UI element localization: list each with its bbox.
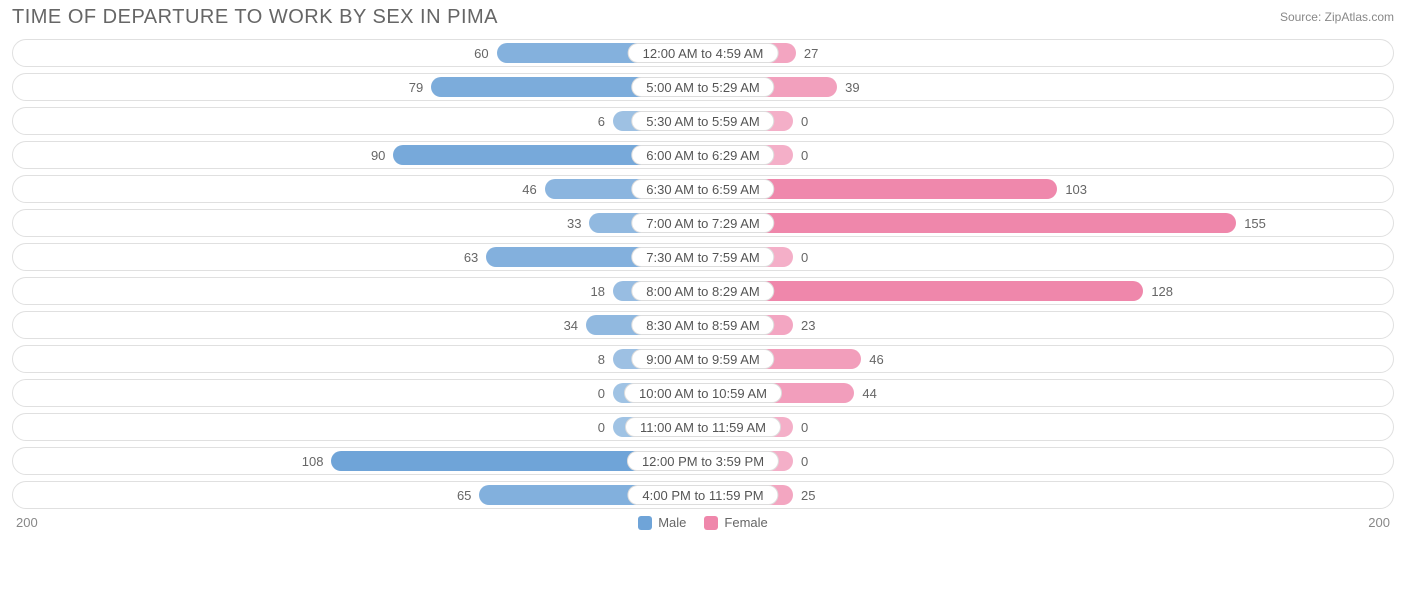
female-value: 44 (854, 380, 876, 406)
male-value: 8 (598, 346, 613, 372)
legend-male: Male (638, 515, 686, 530)
category-label: 7:30 AM to 7:59 AM (631, 247, 774, 267)
chart-row: 18 128 8:00 AM to 8:29 AM (12, 277, 1394, 305)
female-value: 46 (861, 346, 883, 372)
female-value: 39 (837, 74, 859, 100)
axis-right-label: 200 (1368, 515, 1390, 530)
female-bar (703, 213, 1236, 233)
chart-source: Source: ZipAtlas.com (1280, 6, 1394, 24)
male-value: 60 (474, 40, 496, 66)
male-value: 0 (598, 414, 613, 440)
male-value: 108 (302, 448, 332, 474)
category-label: 11:00 AM to 11:59 AM (625, 417, 781, 437)
male-value: 6 (598, 108, 613, 134)
female-value: 0 (793, 448, 808, 474)
category-label: 4:00 PM to 11:59 PM (627, 485, 778, 505)
chart-row: 60 27 12:00 AM to 4:59 AM (12, 39, 1394, 67)
chart-row: 79 39 5:00 AM to 5:29 AM (12, 73, 1394, 101)
category-label: 12:00 AM to 4:59 AM (628, 43, 779, 63)
female-value: 23 (793, 312, 815, 338)
chart-footer: 200 Male Female 200 (12, 515, 1394, 530)
category-label: 5:30 AM to 5:59 AM (631, 111, 774, 131)
chart-row: 8 46 9:00 AM to 9:59 AM (12, 345, 1394, 373)
female-swatch-icon (704, 516, 718, 530)
chart-row: 0 0 11:00 AM to 11:59 AM (12, 413, 1394, 441)
category-label: 7:00 AM to 7:29 AM (631, 213, 774, 233)
legend-female-label: Female (724, 515, 767, 530)
chart-row: 33 155 7:00 AM to 7:29 AM (12, 209, 1394, 237)
category-label: 8:00 AM to 8:29 AM (631, 281, 774, 301)
female-value: 103 (1057, 176, 1087, 202)
male-value: 34 (564, 312, 586, 338)
category-label: 9:00 AM to 9:59 AM (631, 349, 774, 369)
male-value: 90 (371, 142, 393, 168)
chart-row: 46 103 6:30 AM to 6:59 AM (12, 175, 1394, 203)
chart-row: 65 25 4:00 PM to 11:59 PM (12, 481, 1394, 509)
legend-female: Female (704, 515, 767, 530)
female-value: 155 (1236, 210, 1266, 236)
category-label: 5:00 AM to 5:29 AM (631, 77, 774, 97)
chart-row: 108 0 12:00 PM to 3:59 PM (12, 447, 1394, 475)
female-value: 27 (796, 40, 818, 66)
male-value: 79 (409, 74, 431, 100)
chart-row: 0 44 10:00 AM to 10:59 AM (12, 379, 1394, 407)
legend-male-label: Male (658, 515, 686, 530)
male-value: 46 (522, 176, 544, 202)
male-value: 33 (567, 210, 589, 236)
category-label: 10:00 AM to 10:59 AM (624, 383, 782, 403)
chart-title: TIME OF DEPARTURE TO WORK BY SEX IN PIMA (12, 6, 498, 29)
legend: Male Female (638, 515, 768, 530)
chart-row: 90 0 6:00 AM to 6:29 AM (12, 141, 1394, 169)
female-value: 0 (793, 142, 808, 168)
chart-row: 6 0 5:30 AM to 5:59 AM (12, 107, 1394, 135)
category-label: 6:30 AM to 6:59 AM (631, 179, 774, 199)
axis-left-label: 200 (16, 515, 38, 530)
male-value: 65 (457, 482, 479, 508)
male-value: 0 (598, 380, 613, 406)
category-label: 8:30 AM to 8:59 AM (631, 315, 774, 335)
female-value: 25 (793, 482, 815, 508)
male-value: 63 (464, 244, 486, 270)
chart-area: 602712:00 AM to 4:59 AM79395:00 AM to 5:… (12, 39, 1394, 509)
category-label: 6:00 AM to 6:29 AM (631, 145, 774, 165)
category-label: 12:00 PM to 3:59 PM (627, 451, 779, 471)
chart-header: TIME OF DEPARTURE TO WORK BY SEX IN PIMA… (12, 6, 1394, 29)
male-value: 18 (591, 278, 613, 304)
female-value: 0 (793, 244, 808, 270)
male-swatch-icon (638, 516, 652, 530)
female-value: 0 (793, 108, 808, 134)
chart-row: 34 23 8:30 AM to 8:59 AM (12, 311, 1394, 339)
female-value: 0 (793, 414, 808, 440)
female-value: 128 (1143, 278, 1173, 304)
chart-row: 63 0 7:30 AM to 7:59 AM (12, 243, 1394, 271)
